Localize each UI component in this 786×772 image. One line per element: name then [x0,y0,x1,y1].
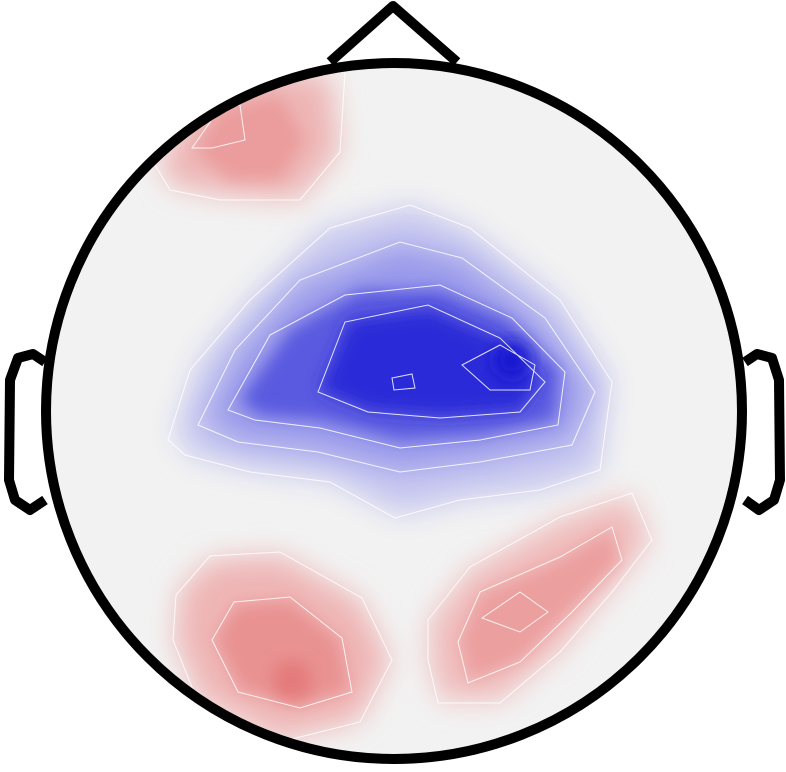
right-ear [742,349,785,515]
nose [326,1,461,66]
head-outline [4,1,785,764]
head [41,58,747,764]
positive-regions [160,70,650,740]
left-ear [4,349,48,515]
